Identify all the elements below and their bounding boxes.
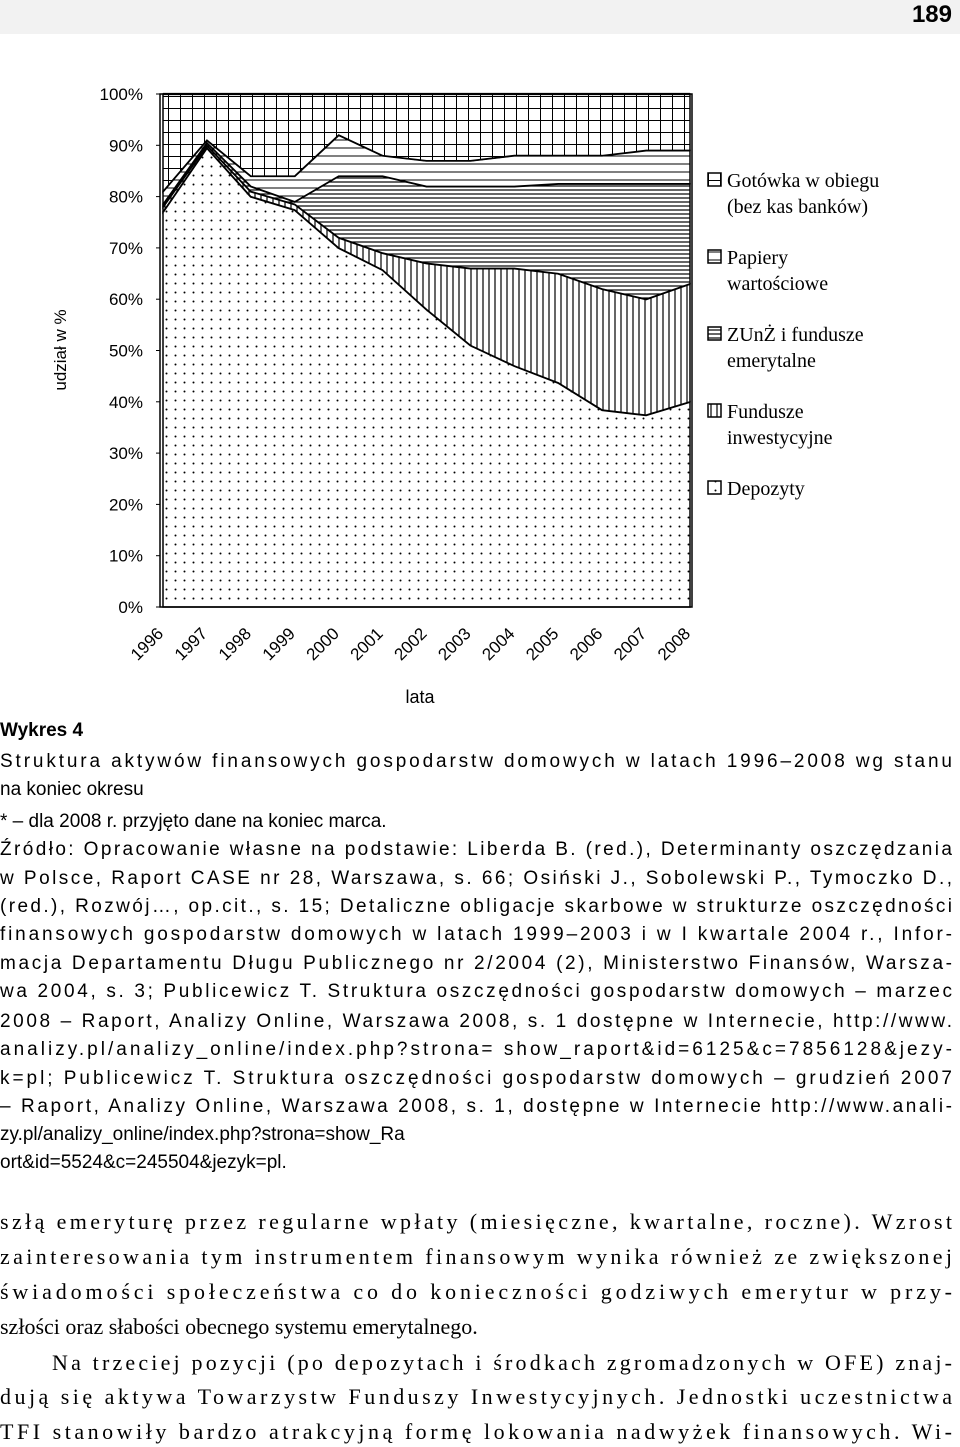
y-tick-label: 20%: [109, 495, 143, 514]
body-line: szłości oraz słabości obecnego systemu e…: [0, 1314, 478, 1339]
caption-line: – Raport, Analizy Online, Warszawa 2008,…: [0, 1096, 952, 1117]
y-tick-label: 100%: [100, 85, 143, 104]
body-line: TFI stanowiły bardzo atrakcyjną formę lo…: [0, 1419, 952, 1444]
x-tick-label: 2007: [610, 624, 650, 664]
x-tick-label: 2004: [478, 624, 518, 664]
x-tick-label: 2008: [654, 624, 694, 664]
caption-line: w Polsce, Raport CASE nr 28, Warszawa, s…: [0, 868, 952, 889]
y-tick-label: 0%: [118, 598, 143, 617]
caption-line: finansowych gospodarstw domowych w latac…: [0, 924, 952, 945]
legend-swatch: [707, 172, 722, 187]
body-line: szłą emeryturę przez regularne wpłaty (m…: [0, 1209, 952, 1234]
body-line: dują się aktywa Towarzystw Funduszy Inwe…: [0, 1384, 952, 1409]
text: Wykres 4 Struktura aktywów finansowych go…: [0, 720, 952, 1444]
caption-line: 2008 – Raport, Analizy Online, Warszawa …: [0, 1011, 952, 1032]
caption-line: * – dla 2008 r. przyjęto dane na koniec …: [0, 811, 387, 832]
caption-line: k=pl; Publicewicz T. Struktura oszczędno…: [0, 1068, 952, 1089]
x-tick-label: 2002: [391, 624, 431, 664]
caption-line: (red.), Rozwój…, op.cit., s. 15; Detalic…: [0, 896, 952, 917]
legend-swatch: [707, 249, 722, 264]
x-tick-label: 2006: [566, 624, 606, 664]
y-tick-label: 10%: [109, 547, 143, 566]
legend-swatch: [707, 326, 722, 341]
chart: 0%10%20%30%40%50%60%70%80%90%100%1996 199…: [51, 85, 879, 707]
caption-line: ort&id=5524&c=245504&jezyk=pl.: [0, 1152, 287, 1173]
body-line: zainteresowania tym instrumentem finanso…: [0, 1244, 952, 1269]
y-axis-label: udział w %: [51, 309, 70, 390]
x-tick-label: 1998: [215, 624, 255, 664]
legend-label: Depozyty: [727, 478, 805, 500]
y-tick-label: 90%: [109, 136, 143, 155]
y-tick-label: 40%: [109, 393, 143, 412]
y-tick-label: 50%: [109, 342, 143, 361]
legend-label: Fundusze inwestycyjne: [727, 401, 833, 449]
caption-line: zy.pl/analizy_online/index.php?strona=sh…: [0, 1124, 405, 1145]
page-number: 189: [912, 1, 952, 28]
x-tick-label: 2001: [347, 624, 387, 664]
caption-line: na koniec okresu: [0, 779, 144, 800]
legend-swatch: [707, 480, 722, 495]
legend-swatch: [707, 403, 722, 418]
caption-line: Struktura aktywów finansowych gospodarst…: [0, 751, 952, 772]
x-tick-label: 2003: [434, 624, 474, 664]
header-band: [0, 0, 960, 34]
x-tick-label: 2000: [303, 624, 343, 664]
x-tick-label: 1997: [171, 624, 211, 664]
y-tick-label: 30%: [109, 444, 143, 463]
x-tick-label: 1999: [259, 624, 299, 664]
x-tick-label: 2005: [522, 624, 562, 664]
x-axis-label: lata: [405, 687, 435, 707]
caption-line: wa 2004, s. 3; Publicewicz T. Struktura …: [0, 981, 952, 1002]
y-tick-label: 60%: [109, 290, 143, 309]
figure-label: Wykres 4: [0, 720, 84, 741]
body-line: świadomości społeczeństwa co do konieczn…: [0, 1279, 952, 1304]
legend-label: Papiery wartościowe: [727, 247, 828, 295]
legend-label: ZUnŻ i fundusze emerytalne: [727, 323, 864, 372]
y-tick-label: 80%: [109, 188, 143, 207]
caption-line: Źródło: Opracowanie własne na podstawie:…: [0, 839, 952, 860]
legend-label: Gotówka w obiegu (bez kas banków): [727, 170, 879, 218]
body-line: Na trzeciej pozycji (po depozytach i śro…: [52, 1350, 952, 1375]
y-tick-label: 70%: [109, 239, 143, 258]
caption-line: macja Departamentu Długu Publicznego nr …: [0, 953, 952, 974]
caption-line: analizy.pl/analizy_online/index.php?stro…: [0, 1039, 952, 1060]
x-tick-label: 1996: [127, 624, 167, 664]
